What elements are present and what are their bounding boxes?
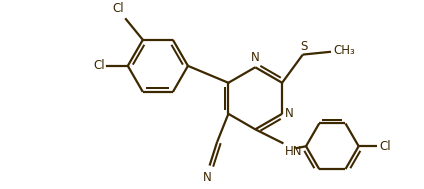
Text: N: N xyxy=(251,51,259,64)
Text: HN: HN xyxy=(285,145,302,158)
Text: Cl: Cl xyxy=(112,2,124,15)
Text: N: N xyxy=(204,171,212,184)
Text: CH₃: CH₃ xyxy=(333,44,354,57)
Text: N: N xyxy=(285,107,294,120)
Text: Cl: Cl xyxy=(94,59,105,72)
Text: Cl: Cl xyxy=(379,140,391,153)
Text: S: S xyxy=(300,40,307,53)
